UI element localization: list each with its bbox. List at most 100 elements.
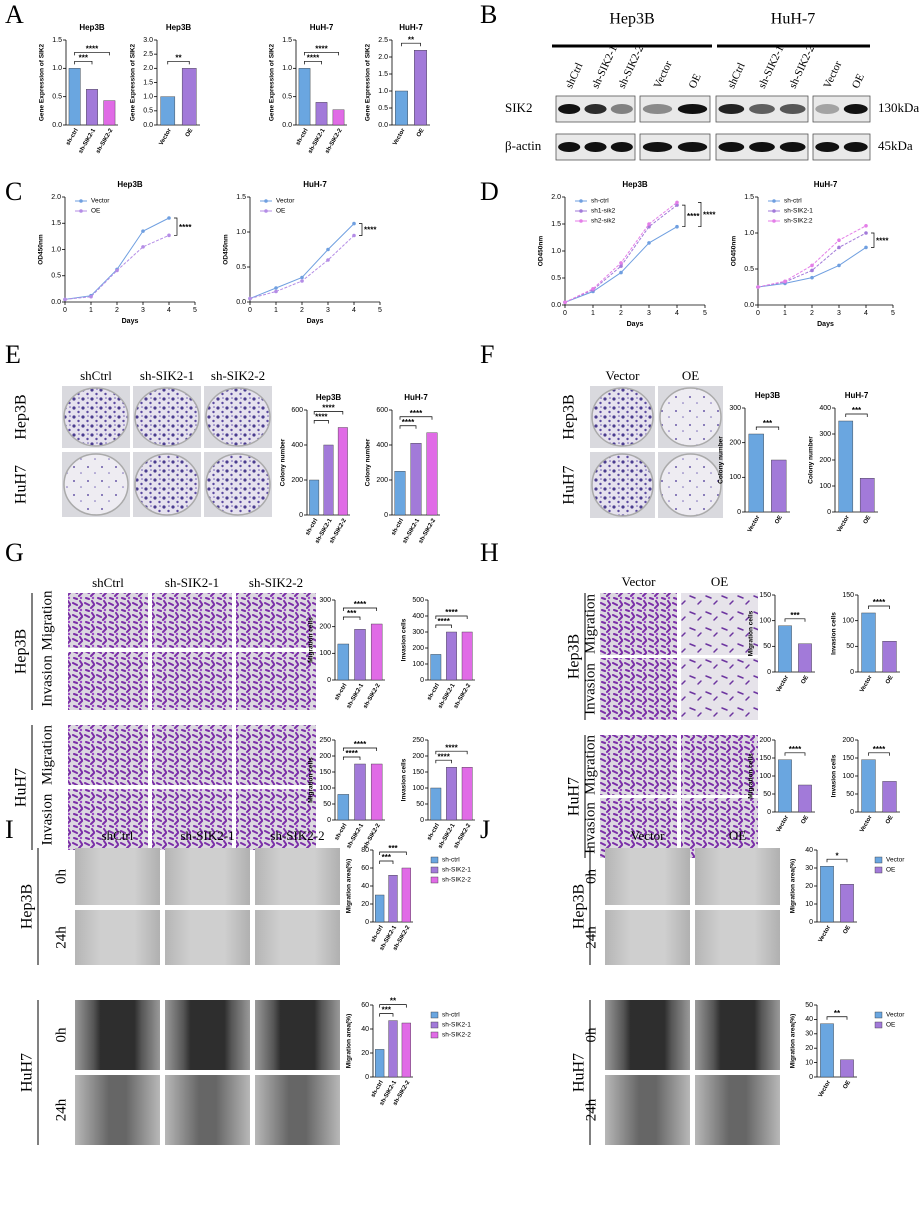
chart-title: Hep3B (316, 393, 342, 402)
transwell-image (236, 725, 316, 785)
y-tick-label: 150 (842, 755, 854, 762)
y-tick-label: 300 (319, 597, 331, 604)
y-tick-label: 200 (819, 457, 831, 464)
series-point (141, 245, 145, 249)
legend-swatch (430, 1031, 439, 1039)
sig-bracket (784, 752, 806, 756)
wound-image (695, 910, 780, 965)
bar (820, 1023, 834, 1078)
x-tick-label: OE (416, 128, 426, 139)
x-axis-label: Days (307, 318, 324, 325)
blot-band (843, 104, 868, 114)
legend-swatch (430, 866, 439, 874)
sig-label: *** (388, 844, 398, 853)
column-label: OE (729, 828, 746, 843)
wound-image (255, 1000, 340, 1070)
column-label: Vector (606, 368, 641, 383)
x-tick-label: sh-ctrl (334, 683, 349, 702)
y-tick-label: 100 (759, 618, 771, 625)
transwell-image (600, 658, 677, 720)
y-tick-label: 0.0 (551, 302, 561, 309)
sig-bracket (401, 42, 421, 47)
y-tick-label: 40 (805, 1016, 813, 1023)
sig-label: **** (437, 617, 450, 626)
wound-image (695, 1075, 780, 1145)
y-tick-label: 0.0 (282, 122, 292, 129)
transwell-image (68, 652, 148, 710)
y-tick-label: 1.5 (236, 194, 246, 201)
x-tick-label: sh-ctrl (334, 823, 349, 842)
y-axis-label: Migration cells (308, 617, 315, 663)
x-axis-label: Days (122, 318, 139, 325)
y-tick-label: 0 (365, 919, 369, 926)
sig-label: *** (382, 853, 392, 862)
bar (771, 459, 787, 513)
y-tick-label: 600 (291, 407, 303, 414)
y-tick-label: 1.0 (282, 65, 292, 72)
column-label: OE (682, 368, 699, 383)
wound-image (605, 848, 690, 905)
y-tick-label: 0 (809, 1074, 813, 1081)
bar (446, 631, 457, 681)
panel-label: G (5, 538, 24, 567)
blot-band (815, 142, 840, 152)
y-tick-label: 1.0 (51, 246, 61, 253)
colony-plate (134, 453, 200, 516)
sig-bracket (342, 756, 361, 760)
legend-label: OE (91, 208, 101, 215)
y-tick-label: 0.0 (52, 122, 62, 129)
legend-marker (579, 209, 583, 213)
y-tick-label: 50 (805, 1002, 813, 1009)
series-point (783, 279, 787, 284)
y-tick-label: 250 (412, 737, 424, 744)
y-axis-label: Colony number (718, 436, 725, 484)
x-tick-label: OE (774, 515, 784, 526)
y-axis-label: Colony number (365, 438, 372, 486)
y-tick-label: 30 (805, 865, 813, 872)
sig-bracket (304, 60, 322, 65)
wound-image (255, 910, 340, 965)
x-tick-label: sh-ctrl (427, 683, 442, 702)
blot-band (558, 142, 581, 152)
y-tick-label: 1.0 (744, 230, 754, 237)
column-label: sh-SIK2-2 (270, 828, 324, 843)
series-point (864, 231, 868, 235)
series-point (167, 233, 171, 238)
chart-title: Hep3B (79, 23, 105, 32)
x-tick-label: Vector (818, 1079, 833, 1098)
bar (798, 784, 812, 813)
y-tick-label: 2.0 (551, 194, 561, 201)
y-tick-label: 150 (759, 592, 771, 599)
y-tick-label: 20 (361, 1050, 369, 1057)
y-tick-label: 50 (846, 643, 854, 650)
y-tick-label: 1.5 (378, 71, 388, 78)
subrow-label: Invasion (39, 655, 55, 707)
row-label: HuH7 (13, 465, 30, 504)
column-label: shCtrl (80, 368, 112, 383)
bar (430, 654, 442, 681)
bar (388, 875, 398, 923)
bar (461, 631, 473, 681)
legend-label: sh-SIK2-1 (442, 867, 471, 874)
chart-title: Hep3B (755, 391, 781, 400)
subrow-label: 0h (53, 1027, 69, 1043)
y-tick-label: 2.0 (378, 54, 388, 61)
sig-bracket (845, 413, 868, 417)
wound-image (255, 848, 340, 905)
x-tick-label: 0 (63, 307, 67, 314)
bar (298, 68, 311, 126)
wound-image (255, 1075, 340, 1145)
x-tick-label: 2 (115, 307, 119, 314)
group-label: Hep3B (609, 11, 654, 28)
y-axis-label: OD450nm (223, 234, 230, 265)
row-label: HuH7 (566, 777, 583, 816)
x-tick-label: sh-SIK2-2 (363, 822, 382, 850)
x-tick-label: OE (863, 515, 873, 526)
series-point (810, 268, 814, 273)
sig-label: **** (86, 44, 99, 53)
transwell-image (236, 652, 316, 710)
x-tick-label: Vector (836, 514, 851, 533)
row-label: Hep3B (13, 394, 30, 439)
row-label: Hep3B (571, 884, 588, 929)
